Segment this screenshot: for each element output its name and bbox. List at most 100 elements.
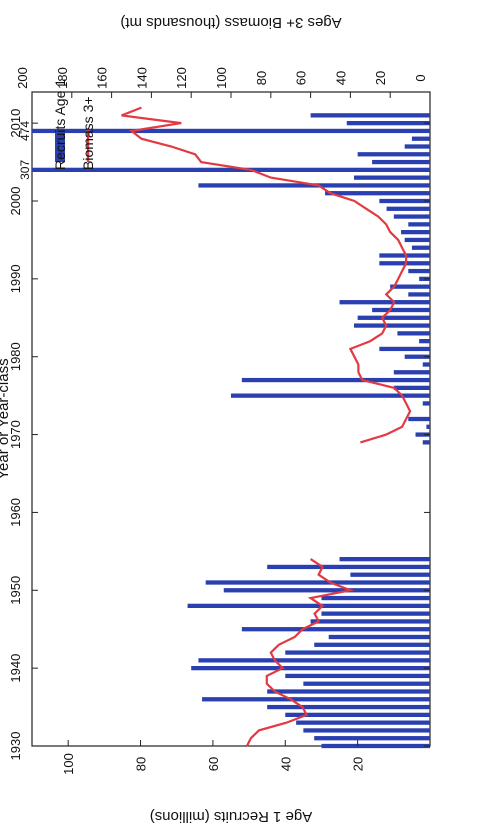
recruit-bar-2004 bbox=[32, 167, 430, 172]
recruit-bar-1992 bbox=[379, 261, 430, 266]
biomass-series-line-recent bbox=[121, 106, 412, 444]
x-tick-label-1980: 1980 bbox=[8, 342, 23, 371]
recruit-bar-1981 bbox=[379, 346, 430, 352]
y2-tick-label-0: 0 bbox=[413, 74, 428, 81]
recruit-bar-1970 bbox=[415, 432, 430, 437]
x-tick-label-1930: 1930 bbox=[8, 732, 23, 761]
recruit-bar-1980 bbox=[404, 354, 430, 359]
recruit-bar-1937 bbox=[267, 689, 430, 694]
recruit-bar-1991 bbox=[408, 268, 430, 274]
recruit-bar-2005 bbox=[372, 159, 430, 165]
recruit-bar-2007 bbox=[404, 144, 430, 149]
recruit-bar-1945 bbox=[241, 627, 430, 632]
recruit-bar-1952 bbox=[350, 572, 430, 577]
y-tick-label-60: 60 bbox=[206, 757, 221, 771]
recruit-bar-1996 bbox=[401, 230, 430, 235]
y2-tick-label-40: 40 bbox=[333, 71, 348, 85]
recruit-bar-1987 bbox=[339, 300, 430, 305]
recruit-bar-1948 bbox=[187, 603, 430, 608]
x-tick-label-2000: 2000 bbox=[8, 187, 23, 216]
recruit-bar-1972 bbox=[408, 416, 430, 422]
recruit-bar-1977 bbox=[241, 377, 430, 383]
x-axis-title: Year or Year-class bbox=[0, 358, 12, 479]
y2-tick-label-200: 200 bbox=[15, 67, 30, 89]
recruit-bar-1940 bbox=[191, 666, 430, 671]
recruit-bar-1939 bbox=[285, 673, 430, 679]
y-tick-label-80: 80 bbox=[134, 757, 149, 771]
y-axis-title: Age 1 Recruits (millions) bbox=[150, 808, 313, 824]
biomass-series-line bbox=[245, 558, 355, 747]
recruit-bar-1999 bbox=[386, 206, 430, 211]
recruit-bar-1995 bbox=[404, 237, 430, 243]
x-tick-label-1990: 1990 bbox=[8, 264, 23, 293]
recruit-bar-1947 bbox=[321, 611, 430, 616]
recruit-bar-2008 bbox=[411, 136, 430, 141]
recruit-bar-1993 bbox=[379, 253, 430, 258]
y2-tick-label-120: 120 bbox=[174, 67, 189, 89]
recruit-bar-1998 bbox=[393, 214, 430, 219]
legend: Recruits Age 1 Biomass 3+ bbox=[52, 79, 96, 170]
recruit-bar-1971 bbox=[426, 424, 430, 429]
recruit-bar-1997 bbox=[408, 222, 430, 227]
recruit-bar-1936 bbox=[202, 697, 430, 702]
recruit-bar-1946 bbox=[310, 619, 430, 624]
axes: 1930194019501960197019801990200020102040… bbox=[0, 14, 431, 825]
recruit-bar-1942 bbox=[285, 650, 430, 655]
recruit-bar-1975 bbox=[231, 393, 430, 398]
recruits-bars bbox=[32, 113, 430, 749]
recruit-bar-1930 bbox=[321, 743, 430, 749]
y-tick-label-100: 100 bbox=[61, 753, 76, 775]
y2-tick-label-100: 100 bbox=[214, 67, 229, 89]
legend-label-recruits: Recruits Age 1 bbox=[52, 79, 68, 170]
y2-tick-label-140: 140 bbox=[134, 67, 149, 89]
y2-tick-label-180: 180 bbox=[55, 67, 70, 89]
recruit-bar-1938 bbox=[303, 681, 430, 686]
recruit-bar-1944 bbox=[328, 634, 430, 640]
off-scale-label-2009: 474 bbox=[18, 121, 32, 141]
legend-swatch-recruits bbox=[55, 130, 65, 162]
recruit-bar-1983 bbox=[397, 331, 430, 336]
legend-label-biomass: Biomass 3+ bbox=[80, 96, 96, 170]
y2-tick-label-60: 60 bbox=[294, 71, 309, 85]
y-tick-label-40: 40 bbox=[278, 757, 293, 771]
y-tick-label-20: 20 bbox=[351, 757, 366, 771]
plot-frame bbox=[31, 91, 431, 747]
x-tick-label-1950: 1950 bbox=[8, 576, 23, 605]
y2-tick-label-80: 80 bbox=[254, 71, 269, 85]
x-tick-label-1970: 1970 bbox=[8, 420, 23, 449]
recruit-bar-1974 bbox=[422, 401, 430, 406]
recruit-bar-1932 bbox=[303, 728, 430, 733]
recruit-bar-1969 bbox=[422, 440, 430, 445]
recruit-bar-2001 bbox=[325, 191, 430, 196]
recruit-bar-1989 bbox=[390, 284, 430, 289]
off-scale-annotations: 307 474 bbox=[18, 121, 32, 180]
recruit-bar-1933 bbox=[296, 720, 430, 725]
recruit-bar-1943 bbox=[314, 642, 430, 647]
y2-tick-label-20: 20 bbox=[373, 71, 388, 85]
y2-axis-title: Ages 3+ Biomass (thousands mt) bbox=[120, 14, 341, 31]
recruit-bar-1985 bbox=[357, 315, 430, 320]
recruit-bar-2011 bbox=[310, 113, 430, 118]
recruit-bar-1950 bbox=[223, 588, 430, 593]
recruit-bar-1982 bbox=[419, 339, 430, 344]
recruit-bar-1951 bbox=[205, 580, 430, 585]
recruit-bar-1984 bbox=[354, 323, 430, 328]
recruit-bar-1953 bbox=[267, 564, 430, 570]
recruit-bar-1979 bbox=[422, 362, 430, 367]
y2-tick-label-160: 160 bbox=[95, 67, 110, 89]
recruit-bar-1949 bbox=[321, 595, 430, 601]
recruit-bar-1935 bbox=[267, 704, 430, 710]
recruit-bar-1941 bbox=[198, 658, 430, 663]
recruit-bar-1986 bbox=[372, 307, 430, 313]
recruit-bar-1994 bbox=[411, 245, 430, 250]
recruit-bar-1978 bbox=[393, 370, 430, 375]
recruit-bar-2003 bbox=[354, 175, 430, 180]
recruit-bar-1988 bbox=[408, 292, 430, 297]
recruit-bar-1976 bbox=[393, 385, 430, 390]
recruit-bar-2010 bbox=[346, 121, 430, 126]
recruit-bar-1934 bbox=[285, 712, 430, 717]
x-tick-label-2010: 2010 bbox=[8, 109, 23, 138]
recruit-bar-1931 bbox=[314, 736, 430, 741]
